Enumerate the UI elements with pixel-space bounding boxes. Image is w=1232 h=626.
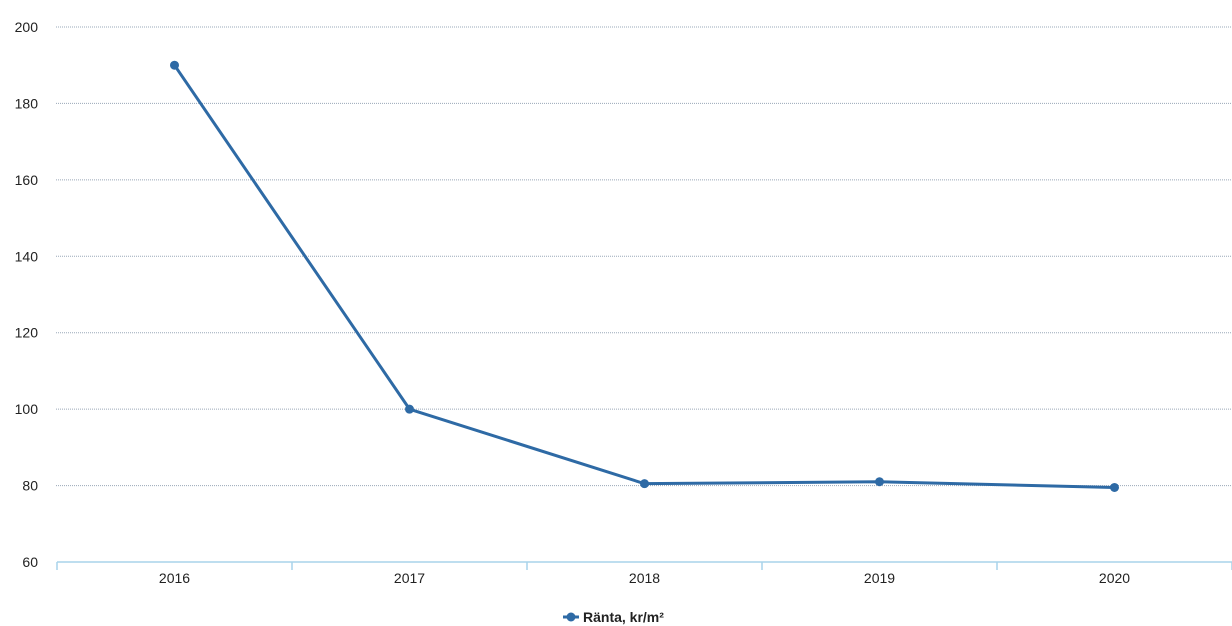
data-point-2017 [405,404,414,414]
legend-label: Ränta, kr/m² [583,609,664,625]
legend-dot-marker [566,612,576,622]
data-point-2020 [1110,482,1119,492]
data-point-2018 [640,479,649,489]
y-tick-label-180: 180 [15,95,39,111]
y-tick-label-160: 160 [15,172,39,188]
x-tick-label-2016: 2016 [159,570,190,586]
y-axis-ticks: 60 80 100 120 140 160 180 200 [15,19,39,570]
gridlines [56,26,1232,487]
data-point-2016 [170,60,179,70]
x-axis-ticks: 2016 2017 2018 2019 2020 [56,562,1232,586]
series-line-0 [173,64,1115,489]
y-tick-label-60: 60 [22,554,38,570]
x-tick-label-2018: 2018 [629,570,660,586]
y-tick-label-140: 140 [15,248,39,264]
y-tick-label-100: 100 [15,401,39,417]
y-tick-label-200: 200 [15,19,39,35]
y-tick-label-120: 120 [15,325,39,341]
x-tick-label-2019: 2019 [864,570,895,586]
x-tick-label-2017: 2017 [394,570,425,586]
y-tick-label-80: 80 [22,478,38,494]
data-point-2019 [875,477,884,487]
series-group [170,60,1119,492]
legend: Ränta, kr/m² [563,609,664,625]
x-tick-label-2020: 2020 [1099,570,1130,586]
